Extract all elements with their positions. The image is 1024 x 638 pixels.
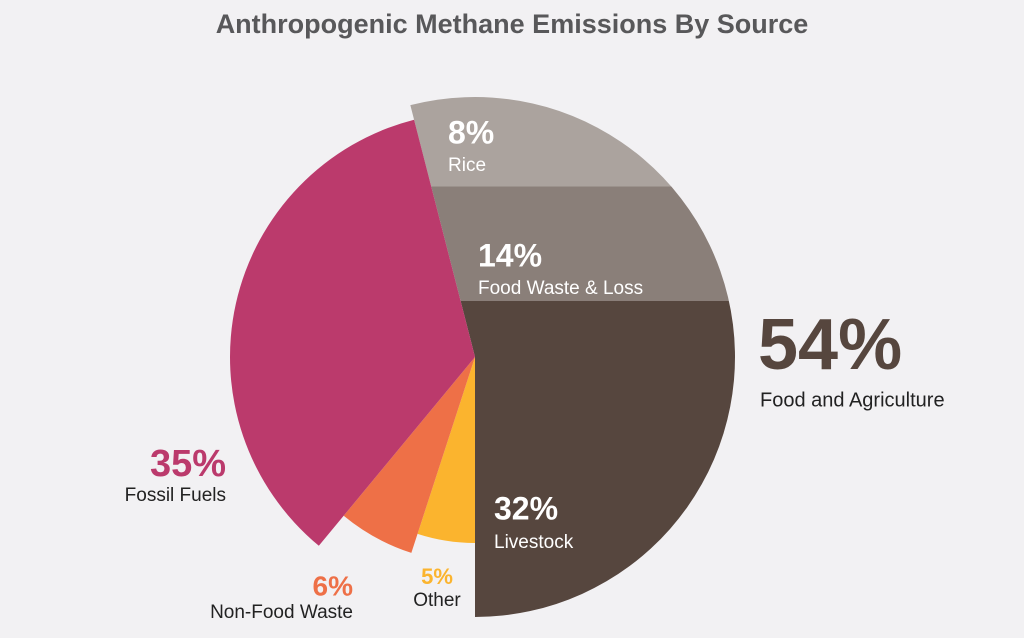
value-label: 35% <box>150 443 226 485</box>
slice <box>417 357 475 543</box>
group-value-label: 54% <box>758 305 902 385</box>
value-label: 8% <box>448 114 494 150</box>
slice-label: Other <box>413 590 461 611</box>
slice <box>229 119 475 546</box>
slice-label: Food Waste & Loss <box>478 278 643 299</box>
slice-label: Livestock <box>494 532 574 553</box>
slice-label: Fossil Fuels <box>125 485 226 506</box>
slice <box>343 357 475 553</box>
value-label: 14% <box>478 237 542 273</box>
group-label: Food and Agriculture <box>760 389 945 411</box>
value-label: 5% <box>421 564 453 589</box>
value-label: 6% <box>313 570 354 601</box>
chart-title: Anthropogenic Methane Emissions By Sourc… <box>216 9 809 39</box>
slice-label: Non-Food Waste <box>210 602 353 623</box>
slice <box>410 186 735 301</box>
slice-label: Rice <box>448 155 486 176</box>
value-label: 32% <box>494 490 558 526</box>
